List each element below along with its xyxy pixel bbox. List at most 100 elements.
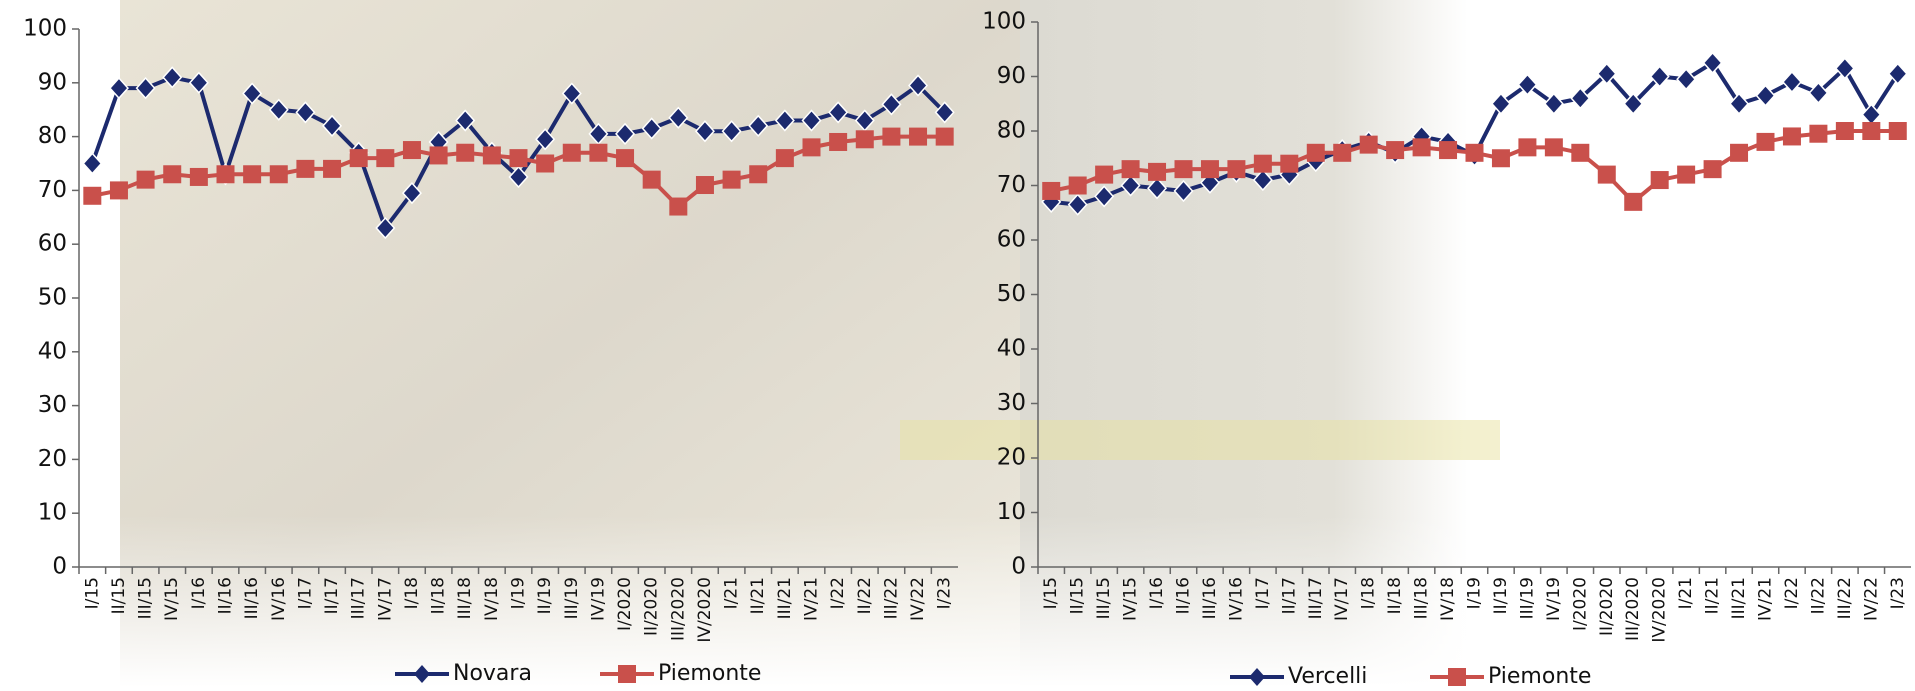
marker (1490, 92, 1511, 115)
x-tick-label: II/2020 (642, 577, 662, 636)
marker (749, 165, 768, 184)
x-tick-label: I/16 (189, 577, 209, 609)
x-tick-label: III/21 (775, 577, 795, 619)
y-tick-label: 90 (997, 63, 1026, 89)
y-tick-label: 10 (38, 500, 67, 526)
x-tick-label: I/18 (1359, 577, 1379, 609)
marker (694, 120, 715, 143)
x-tick-label: I/19 (509, 577, 529, 609)
marker (163, 165, 182, 184)
x-tick-label: IV/17 (1332, 577, 1352, 621)
marker (668, 106, 689, 129)
marker (162, 66, 183, 89)
marker (1121, 160, 1140, 179)
marker (1702, 51, 1723, 74)
marker (616, 149, 635, 168)
marker (1677, 165, 1696, 184)
x-tick-label: I/23 (935, 577, 955, 609)
marker (1517, 73, 1538, 96)
marker (375, 216, 396, 240)
marker (935, 127, 954, 146)
marker (1173, 179, 1194, 203)
x-tick-label: I/16 (1147, 577, 1167, 609)
x-tick-label: III/16 (242, 577, 262, 619)
x-tick-label: III/2020 (668, 577, 688, 641)
marker (1888, 122, 1907, 140)
marker (429, 146, 448, 165)
marker (322, 114, 343, 137)
marker (349, 149, 368, 168)
marker (188, 71, 209, 94)
x-tick-label: IV/17 (375, 577, 395, 621)
marker (721, 120, 742, 143)
legend-label: Novara (453, 661, 532, 686)
x-tick-label: II/16 (1174, 577, 1194, 614)
y-tick-label: 50 (997, 281, 1026, 307)
marker (642, 170, 661, 189)
marker (589, 143, 608, 162)
marker (1596, 62, 1617, 85)
marker (1067, 193, 1088, 216)
marker (1544, 138, 1563, 157)
x-tick-label: I/17 (295, 577, 315, 609)
x-tick-label: IV/21 (1756, 577, 1776, 621)
marker (269, 165, 288, 184)
marker (109, 181, 128, 200)
marker (802, 138, 821, 157)
marker (1703, 160, 1722, 179)
y-tick-label: 100 (982, 9, 1026, 35)
marker (536, 154, 555, 173)
marker (242, 82, 263, 105)
marker (801, 109, 822, 132)
marker (1543, 92, 1564, 115)
x-tick-label: I/19 (1465, 577, 1485, 609)
marker (855, 130, 874, 149)
marker (1624, 192, 1643, 211)
x-tick-label: III/22 (881, 577, 901, 619)
marker (323, 159, 342, 178)
marker (376, 149, 395, 168)
marker (456, 143, 475, 162)
x-tick-label: II/22 (855, 577, 875, 614)
y-tick-label: 70 (38, 177, 67, 203)
marker (1676, 68, 1697, 91)
legend-label: Piemonte (1488, 664, 1591, 687)
x-tick-label: III/17 (1306, 577, 1326, 619)
marker (774, 109, 795, 132)
marker (1650, 171, 1669, 190)
marker (1439, 141, 1458, 160)
marker (402, 141, 421, 160)
legend-symbol (618, 665, 636, 683)
marker (296, 159, 315, 178)
marker (641, 117, 662, 140)
x-tick-label: II/17 (322, 577, 342, 614)
x-tick-label: II/2020 (1597, 577, 1617, 636)
x-tick-label: III/15 (1094, 577, 1114, 619)
x-tick-label: I/22 (828, 577, 848, 609)
x-tick-label: III/15 (136, 577, 156, 619)
marker (82, 152, 103, 175)
marker (1465, 143, 1484, 162)
marker (535, 128, 556, 151)
x-tick-label: I/2020 (1570, 577, 1590, 631)
x-tick-label: II/15 (1068, 577, 1088, 614)
marker (1782, 127, 1801, 146)
x-tick-label: I/22 (1782, 577, 1802, 609)
marker (881, 93, 902, 116)
marker (1781, 70, 1802, 94)
legend-symbol (1448, 668, 1466, 686)
x-tick-label: IV/18 (482, 577, 502, 621)
y-tick-label: 40 (997, 336, 1026, 362)
marker (108, 77, 129, 100)
y-tick-label: 40 (38, 338, 67, 364)
marker (748, 114, 769, 137)
y-tick-label: 80 (38, 123, 67, 149)
x-tick-label: I/23 (1888, 577, 1908, 609)
marker (482, 146, 501, 165)
marker (1386, 141, 1405, 160)
marker (775, 149, 794, 168)
marker (882, 127, 901, 146)
marker (1280, 154, 1299, 173)
legend-symbol (1249, 668, 1265, 686)
marker (243, 165, 262, 184)
